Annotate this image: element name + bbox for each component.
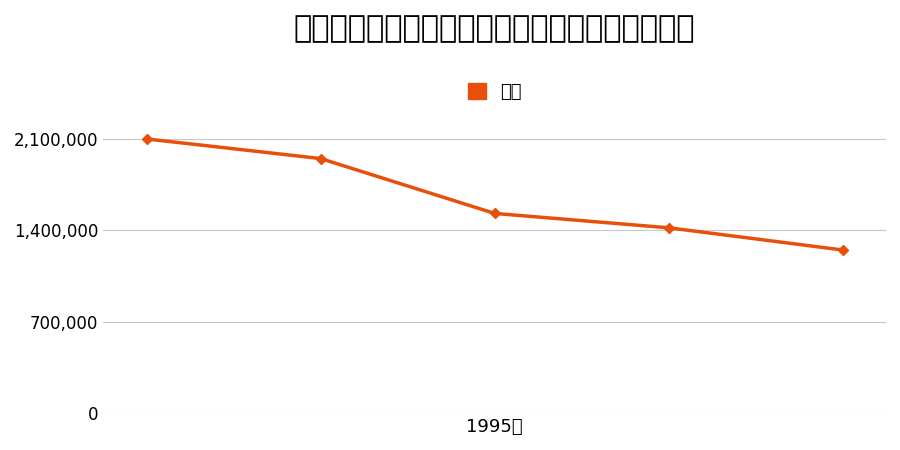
価格 <box>490 211 500 216</box>
Legend: 価格: 価格 <box>461 76 529 108</box>
価格 <box>315 156 326 161</box>
価格 <box>663 225 674 230</box>
Line: 価格: 価格 <box>143 135 846 253</box>
価格 <box>141 136 152 142</box>
Title: 宮城県仙台市青葉区上杉３丁目１番外の地価推移: 宮城県仙台市青葉区上杉３丁目１番外の地価推移 <box>294 14 696 43</box>
価格 <box>837 248 848 253</box>
